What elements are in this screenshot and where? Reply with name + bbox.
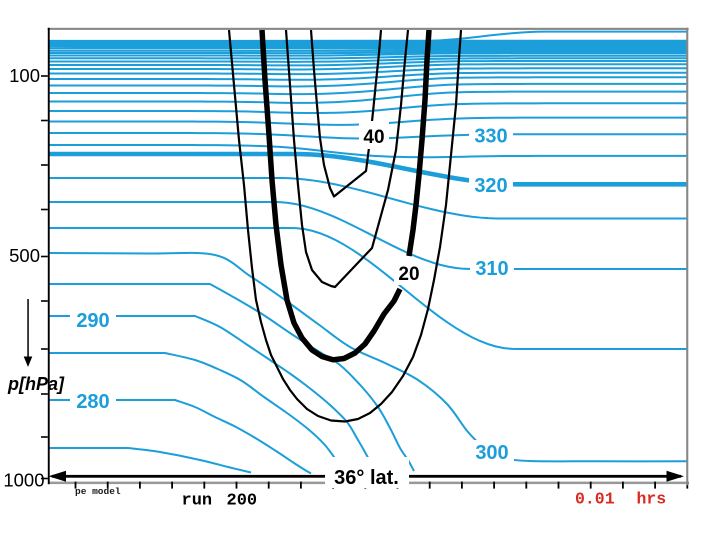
svg-text:run: run (182, 492, 213, 511)
svg-text:pe model: pe model (75, 486, 121, 497)
svg-text:330: 330 (474, 126, 507, 148)
svg-text:hrs: hrs (637, 490, 667, 509)
svg-text:0.01: 0.01 (575, 490, 615, 509)
svg-text:p[hPa]: p[hPa] (7, 374, 65, 394)
svg-text:300: 300 (475, 442, 508, 464)
svg-text:500: 500 (9, 245, 40, 266)
svg-text:36° lat.: 36° lat. (334, 467, 399, 489)
svg-text:320: 320 (474, 175, 507, 197)
svg-text:280: 280 (76, 391, 109, 413)
svg-text:100: 100 (9, 65, 40, 86)
svg-text:20: 20 (398, 264, 419, 285)
svg-text:200: 200 (227, 492, 258, 511)
svg-text:290: 290 (76, 310, 109, 332)
svg-text:40: 40 (363, 127, 384, 148)
svg-text:1000: 1000 (3, 470, 44, 491)
svg-text:310: 310 (475, 258, 508, 280)
